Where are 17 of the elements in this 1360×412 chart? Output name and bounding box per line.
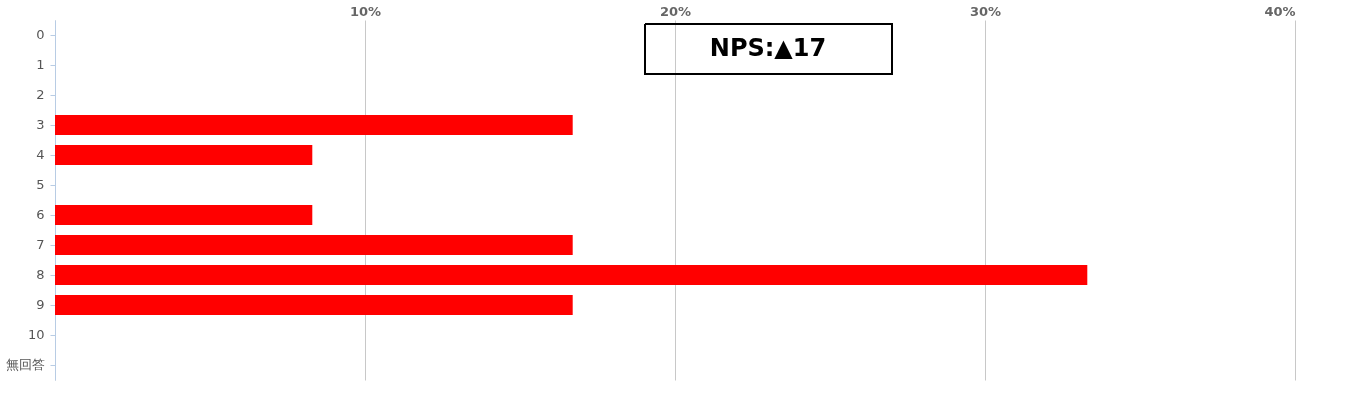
y-tick-label: 3 xyxy=(36,117,45,132)
y-tick-label: 7 xyxy=(36,237,45,252)
y-tick-label: 8 xyxy=(36,267,45,282)
y-tick-label: 6 xyxy=(36,207,45,222)
x-tick-label: 20% xyxy=(659,3,692,19)
annotation: NPS:▲17 xyxy=(709,34,827,62)
x-tick-label: 10% xyxy=(349,3,382,19)
y-tick-label: 9 xyxy=(36,297,45,312)
y-tick-label: 10 xyxy=(27,327,45,342)
y-tick-label: 0 xyxy=(36,27,45,42)
y-tick-label: 1 xyxy=(36,57,45,72)
y-tick-label: 無回答 xyxy=(5,357,45,372)
y-tick-label: 2 xyxy=(36,87,45,102)
x-tick-label: 30% xyxy=(969,3,1002,19)
y-tick-label: 4 xyxy=(36,147,45,162)
y-tick-label: 5 xyxy=(36,177,45,192)
x-tick-label: 40% xyxy=(1264,3,1296,19)
